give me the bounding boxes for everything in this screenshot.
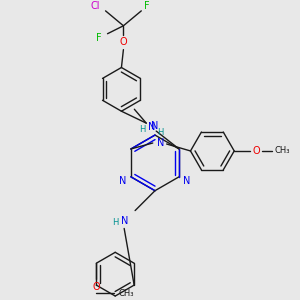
Text: O: O [252,146,260,156]
Text: Cl: Cl [91,1,100,11]
Text: N: N [148,122,155,132]
Text: N: N [122,215,129,226]
Text: N: N [183,176,190,186]
Text: F: F [145,1,150,11]
Text: O: O [120,37,127,47]
Text: N: N [157,138,164,148]
Text: CH₃: CH₃ [274,146,290,155]
Text: H: H [139,124,146,134]
Text: H: H [112,218,119,227]
Text: F: F [96,33,101,43]
Text: CH₃: CH₃ [118,289,134,298]
Text: N: N [151,121,159,131]
Text: H: H [158,128,164,136]
Text: N: N [119,176,127,186]
Text: O: O [92,282,100,292]
